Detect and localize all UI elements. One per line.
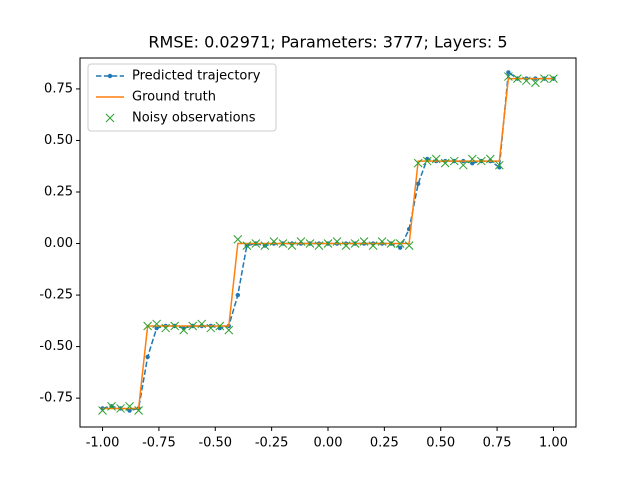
point [206, 323, 216, 333]
point [467, 154, 477, 164]
point [260, 241, 270, 250]
point [98, 406, 107, 415]
point [134, 406, 143, 415]
point [269, 237, 279, 246]
point [415, 181, 421, 186]
y-tick-label: 0.50 [44, 133, 73, 148]
point [116, 404, 125, 413]
point [242, 241, 252, 250]
x-tick-label: 0.50 [426, 436, 455, 451]
point [145, 354, 150, 360]
x-tick-label: 1.00 [539, 436, 568, 451]
point [395, 239, 405, 248]
point [368, 241, 378, 250]
point [513, 74, 522, 83]
point [188, 321, 198, 331]
point [449, 156, 459, 166]
legend-label: Noisy observations [132, 111, 256, 126]
point [107, 402, 116, 411]
point [540, 74, 549, 83]
x-tick-label: -0.50 [198, 436, 232, 451]
point [197, 319, 207, 329]
point [341, 241, 351, 250]
x-tick-label: -1.00 [86, 436, 120, 451]
chart-title: RMSE: 0.02971; Parameters: 3777; Layers:… [148, 33, 507, 52]
point [397, 245, 403, 250]
point [305, 239, 315, 248]
y-tick-label: -0.25 [39, 288, 73, 303]
y-tick-label: 0.75 [44, 81, 73, 96]
x-tick-label: -0.25 [255, 436, 289, 451]
point [233, 235, 243, 244]
legend-label: Predicted trajectory [132, 69, 261, 84]
point [531, 78, 540, 88]
point [413, 158, 423, 168]
point [323, 239, 333, 248]
point [485, 154, 495, 164]
point [154, 325, 159, 331]
point [431, 154, 441, 164]
point [161, 323, 171, 333]
point [170, 321, 180, 331]
point [506, 70, 511, 75]
legend-label: Ground truth [132, 90, 216, 105]
point [458, 160, 468, 170]
point [386, 239, 396, 248]
y-tick-label: 0.25 [44, 184, 73, 199]
point [296, 237, 306, 246]
x-tick-label: 0.75 [483, 436, 512, 451]
point [404, 241, 414, 250]
point [549, 74, 558, 83]
x-tick-label: -0.75 [142, 436, 176, 451]
point [143, 321, 152, 331]
x-tick-label: 0.25 [370, 436, 399, 451]
y-tick-label: -0.50 [39, 339, 73, 354]
point [314, 241, 324, 250]
legend-marker [107, 73, 113, 79]
point [224, 325, 234, 335]
point [359, 237, 369, 246]
point [152, 319, 162, 329]
x-tick-label: 0.00 [314, 436, 343, 451]
point [215, 321, 225, 331]
point [251, 239, 261, 248]
point [470, 160, 475, 166]
plot-frame [79, 57, 577, 428]
point [504, 72, 513, 81]
point [422, 156, 432, 166]
point [179, 325, 189, 335]
y-tick-label: -0.75 [39, 391, 73, 406]
point [522, 76, 531, 86]
point [332, 237, 342, 246]
point [440, 158, 450, 168]
legend-box [87, 63, 277, 132]
point [125, 402, 134, 411]
point [377, 237, 387, 246]
point [287, 241, 297, 250]
point [350, 239, 360, 248]
y-tick-label: 0.00 [44, 236, 73, 251]
point [278, 239, 288, 248]
point [127, 408, 132, 413]
legend-marker [105, 113, 115, 123]
point [494, 160, 504, 170]
point [476, 156, 486, 166]
point [235, 292, 241, 298]
